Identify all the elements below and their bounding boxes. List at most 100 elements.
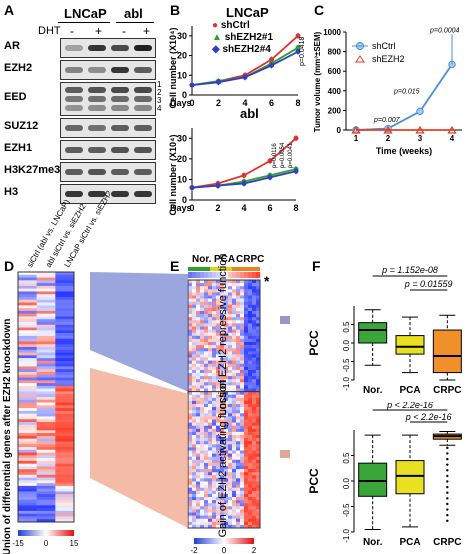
- panel-b-top-title: LNCaP: [226, 5, 269, 20]
- heatmap-e-cell: [204, 357, 209, 361]
- heatmap-e-cell: [236, 466, 241, 470]
- heatmap-e-cell: [244, 506, 249, 510]
- heatmap-e-cell: [212, 301, 217, 306]
- heatmap-e-cell: [224, 314, 229, 318]
- heatmap-e-cell: [216, 441, 221, 445]
- heatmap-e-cell: [212, 431, 217, 436]
- heatmap-e-cell: [208, 435, 213, 439]
- heatmap-e-cell: [204, 338, 209, 343]
- heatmap-d-scale: [18, 530, 74, 536]
- heatmap-e-cell: [188, 459, 193, 464]
- heatmap-d-cell: [55, 427, 75, 431]
- heatmap-d-cell: [36, 294, 56, 298]
- heatmap-e-cell: [252, 311, 257, 315]
- heatmap-d-cell: [55, 463, 75, 467]
- heatmap-d-cell: [36, 288, 56, 292]
- heatmap-e-cell: [256, 441, 261, 445]
- heatmap-e-cell: [228, 422, 233, 426]
- heatmap-e-cell: [200, 444, 205, 448]
- heatmap-e-cell: [188, 475, 193, 479]
- heatmap-e-cell: [228, 388, 233, 392]
- heatmap-e-cell: [228, 484, 233, 488]
- heatmap-d-cell: [36, 285, 56, 289]
- heatmap-e-cell: [236, 487, 241, 492]
- heatmap-e-cell: [188, 493, 193, 498]
- heatmap-e-cell: [200, 345, 205, 349]
- heatmap-e-cell: [200, 382, 205, 386]
- heatmap-e-cell: [244, 404, 249, 408]
- heatmap-e-cell: [232, 335, 237, 340]
- heatmap-e-cell: [192, 478, 197, 482]
- heatmap-e-cell: [192, 301, 197, 306]
- heatmap-e-cell: [256, 500, 261, 504]
- y-tick-label: 30: [177, 31, 187, 41]
- arrow-to-f-top: [280, 316, 290, 324]
- heatmap-e-cell: [200, 348, 205, 352]
- heatmap-d-cell: [55, 499, 75, 503]
- heatmap-e-cell: [216, 512, 221, 516]
- heatmap-e-cell: [220, 351, 225, 355]
- heatmap-e-cell: [220, 373, 225, 377]
- heatmap-e-cell: [204, 348, 209, 352]
- heatmap-d-cell: [55, 460, 75, 464]
- heatmap-e-cell: [228, 326, 233, 330]
- heatmap-e-cell: [212, 317, 217, 321]
- heatmap-e-cell: [244, 515, 249, 519]
- heatmap-e-cell: [212, 320, 217, 324]
- heatmap-e-cell: [232, 345, 237, 349]
- heatmap-e-cell: [192, 428, 197, 433]
- heatmap-e-cell: [244, 301, 249, 306]
- heatmap-e-cell: [244, 469, 249, 473]
- heatmap-e-cell: [240, 425, 245, 430]
- heatmap-e-cell: [212, 373, 217, 377]
- heatmap-d-cell: [36, 374, 56, 378]
- heatmap-e-cell: [196, 292, 201, 296]
- heatmap-e-cell: [212, 518, 217, 523]
- heatmap-e-cell: [204, 490, 209, 495]
- x-tick-label: PCA: [399, 385, 420, 396]
- heatmap-e-cell: [208, 416, 213, 420]
- heatmap-e-cell: [236, 335, 241, 340]
- heatmap-e-cell: [252, 500, 257, 504]
- heatmap-e-cell: [208, 335, 213, 340]
- heatmap-e-cell: [220, 311, 225, 315]
- heatmap-e-cell: [200, 453, 205, 457]
- heatmap-e-cell: [240, 369, 245, 374]
- panel-c-letter: C: [314, 2, 325, 18]
- heatmap-e-cell: [208, 447, 213, 451]
- heatmap-e-cell: [204, 286, 209, 290]
- heatmap-e-cell: [208, 292, 213, 296]
- data-point-shEZH2: [383, 125, 393, 134]
- heatmap-e-cell: [208, 425, 213, 430]
- heatmap-e-cell: [232, 466, 237, 470]
- heatmap-e-cell: [200, 478, 205, 482]
- heatmap-e-cell: [216, 317, 221, 321]
- blot-band: [88, 191, 106, 197]
- heatmap-e-cell: [196, 360, 201, 364]
- heatmap-e-cell: [200, 400, 205, 405]
- heatmap-e-cell: [208, 431, 213, 436]
- heatmap-e-cell: [192, 453, 197, 457]
- y-tick-label: 0.0: [342, 477, 351, 489]
- heatmap-e-cell: [244, 428, 249, 433]
- heatmap-e-cell: [244, 394, 249, 399]
- heatmap-e-cell: [196, 456, 201, 461]
- heatmap-e-cell: [188, 351, 193, 355]
- heatmap-e-cell: [236, 428, 241, 433]
- heatmap-e-cell: [220, 422, 225, 426]
- heatmap-e-cell: [244, 466, 249, 470]
- blot-band: [65, 96, 83, 102]
- data-point-shEZH2#4: [269, 62, 274, 68]
- heatmap-e-cell: [236, 283, 241, 287]
- heatmap-e-cell: [216, 304, 221, 309]
- heatmap-d-cell: [18, 310, 37, 314]
- heatmap-e-cell: [236, 388, 241, 392]
- heatmap-e-cell: [200, 521, 205, 526]
- heatmap-e-cell: [236, 410, 241, 414]
- outlier-point: [446, 446, 449, 450]
- heatmap-e-cell: [228, 298, 233, 302]
- heatmap-d-cell: [18, 430, 37, 434]
- heatmap-e-scale-tick: 2: [252, 546, 257, 554]
- heatmap-e-cell: [208, 376, 213, 380]
- heatmap-e-cell: [196, 441, 201, 445]
